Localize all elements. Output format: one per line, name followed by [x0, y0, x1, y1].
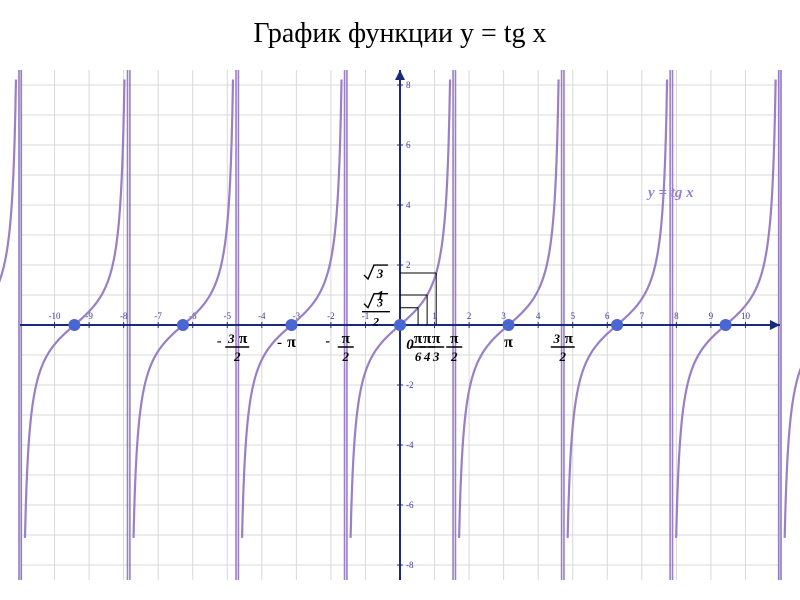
pi-axis-label: 3π 2: [551, 330, 575, 364]
svg-text:2: 2: [559, 349, 567, 364]
svg-text:-: -: [217, 334, 222, 349]
zero-point: [285, 319, 297, 331]
x-tick-label: -7: [154, 311, 162, 321]
y-tick-label: 6: [406, 140, 411, 150]
y-special-label: 32: [362, 294, 390, 329]
svg-text:π: π: [504, 334, 513, 351]
zero-point: [611, 319, 623, 331]
page-title: График функции y = tg x: [0, 18, 800, 50]
zero-point: [394, 319, 406, 331]
y-tick-label: -8: [406, 560, 414, 570]
svg-text:2: 2: [372, 315, 379, 329]
svg-text:π: π: [287, 334, 296, 351]
x-tick-label: -8: [120, 311, 128, 321]
pi-axis-label: -π: [277, 334, 296, 351]
x-tick-label: -10: [49, 311, 61, 321]
x-tick-label: -4: [258, 311, 266, 321]
svg-text:3: 3: [376, 296, 383, 310]
y-tick-label: -2: [406, 380, 414, 390]
zero-point: [177, 319, 189, 331]
zero-point: [68, 319, 80, 331]
tangent-branch: [0, 79, 16, 537]
tangent-branch: [242, 79, 341, 537]
svg-text:2: 2: [233, 349, 241, 364]
svg-text:3: 3: [432, 349, 440, 364]
y-tick-label: 2: [406, 260, 411, 270]
tangent-chart: -10-9-8-7-6-5-4-3-2-112345678910-8-6-4-2…: [0, 0, 800, 600]
x-tick-label: 7: [640, 311, 645, 321]
svg-text:π: π: [565, 330, 574, 347]
svg-text:π: π: [450, 330, 459, 347]
svg-text:-: -: [325, 334, 330, 349]
tangent-branch: [134, 79, 233, 537]
x-tick-label: 4: [536, 311, 541, 321]
svg-text:2: 2: [450, 349, 458, 364]
pi-axis-label: π: [504, 334, 513, 351]
svg-text:3: 3: [227, 331, 235, 346]
x-tick-label: 8: [674, 311, 679, 321]
x-tick-label: 9: [709, 311, 714, 321]
equation-label: y = tg x: [648, 185, 694, 202]
y-axis-arrow: [395, 70, 405, 80]
x-tick-label: 6: [605, 311, 610, 321]
x-tick-label: -5: [224, 311, 232, 321]
zero-point: [720, 319, 732, 331]
y-special-label: 3: [364, 265, 388, 281]
svg-text:6: 6: [415, 349, 422, 364]
svg-text:4: 4: [423, 349, 431, 364]
tangent-branch: [676, 79, 775, 537]
pi-axis-label: -π 2: [325, 330, 353, 364]
svg-text:π: π: [342, 330, 351, 347]
x-tick-label: -1: [362, 311, 370, 321]
zero-point: [503, 319, 515, 331]
x-tick-label: 10: [741, 311, 751, 321]
svg-text:-: -: [277, 335, 282, 351]
pi-axis-label: -3π 2: [217, 330, 249, 364]
pi-axis-label: π2: [446, 330, 462, 364]
y-tick-label: -4: [406, 440, 414, 450]
svg-text:3: 3: [553, 331, 561, 346]
x-tick-label: 2: [467, 311, 472, 321]
x-tick-label: -2: [327, 311, 335, 321]
y-tick-label: 4: [406, 200, 411, 210]
tangent-branch: [785, 79, 800, 537]
svg-text:3: 3: [376, 266, 384, 281]
svg-text:2: 2: [341, 349, 349, 364]
x-tick-label: 3: [501, 311, 506, 321]
x-tick-label: 5: [570, 311, 575, 321]
svg-text:π: π: [423, 330, 432, 347]
y-tick-label: 8: [406, 80, 411, 90]
svg-text:π: π: [239, 330, 248, 347]
svg-text:π: π: [414, 330, 423, 347]
y-tick-label: -6: [406, 500, 414, 510]
svg-text:π: π: [432, 330, 441, 347]
tangent-branch: [459, 79, 558, 537]
tangent-branch: [568, 79, 667, 537]
tangent-branch: [25, 79, 124, 537]
